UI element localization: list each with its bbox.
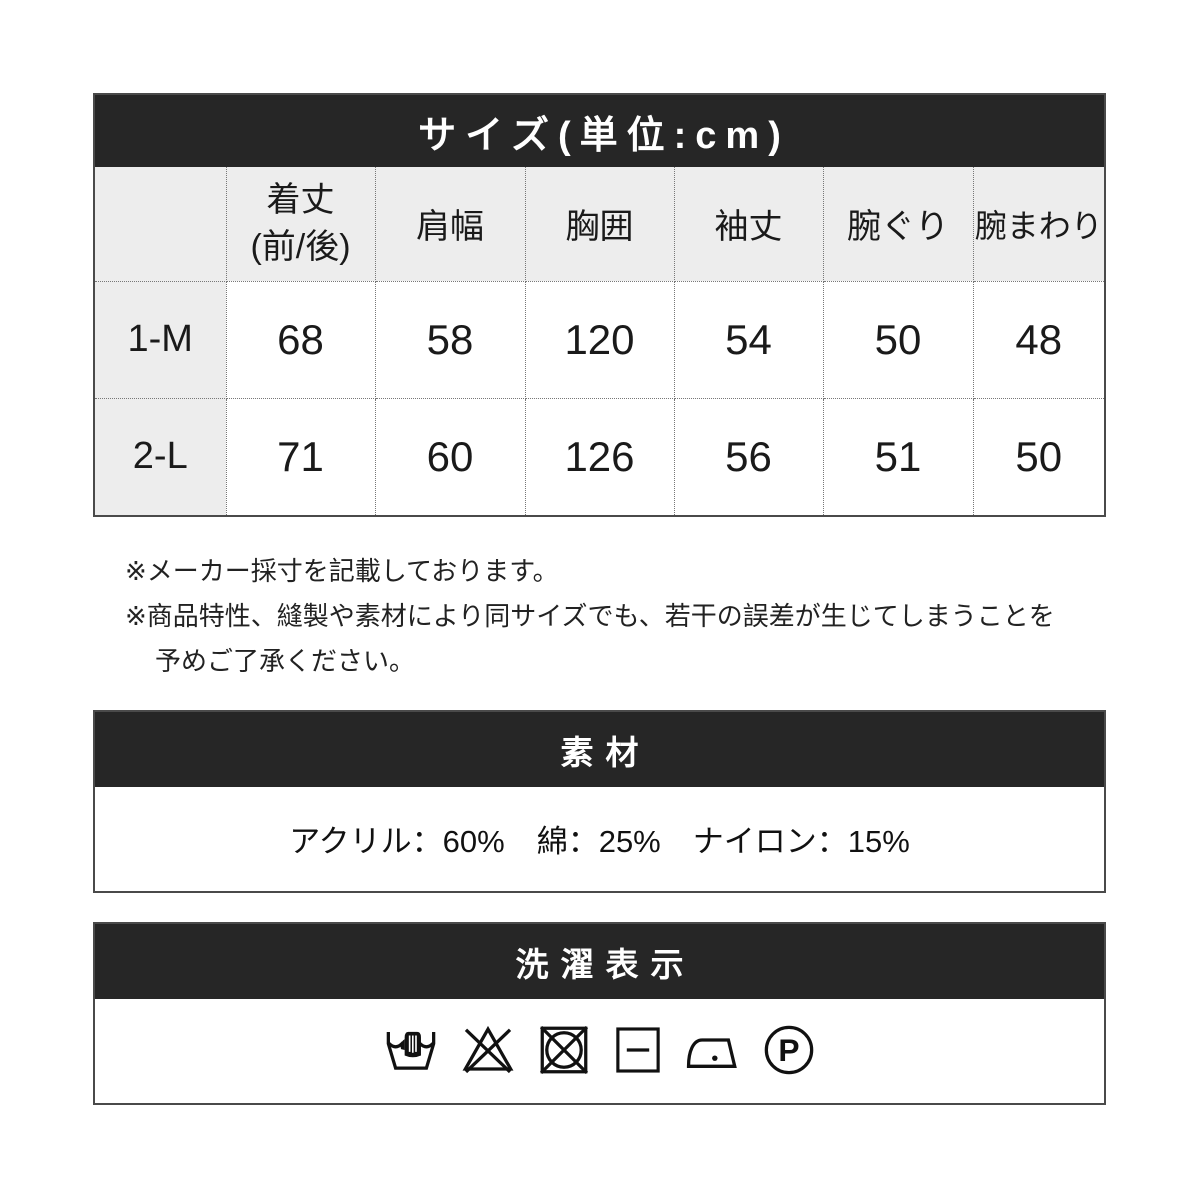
size-label-1m: 1-M: [94, 280, 227, 399]
value-2l-shoulder: 60: [374, 397, 526, 516]
size-label-2l: 2-L: [94, 397, 227, 516]
col-garment-length-line2: (前/後): [250, 227, 351, 266]
material-acrylic: アクリル：60%: [289, 823, 505, 859]
material-section: 素材 アクリル：60% 綿：25% ナイロン：15%: [93, 710, 1106, 893]
size-table-header-row: 着丈 (前/後) 肩幅 胸囲 袖丈 腕ぐり 腕まわり: [94, 166, 1105, 282]
note-tolerance-line1: ※商品特性、縫製や素材により同サイズでも、若干の誤差が生じてしまうことを: [125, 601, 1055, 631]
col-shoulder-width: 肩幅: [374, 166, 526, 282]
value-1m-arm: 48: [972, 280, 1105, 399]
value-2l-sleeve: 56: [673, 397, 824, 516]
note-tolerance-line2: 予めご了承ください。: [155, 646, 416, 676]
material-section-header-band: 素材: [95, 712, 1104, 787]
size-notes: ※メーカー採寸を記載しております。 ※商品特性、縫製や素材により同サイズでも、若…: [125, 549, 1055, 684]
hand-wash-icon: [386, 1031, 436, 1070]
do-not-tumble-dry-icon: [539, 1025, 589, 1075]
note-manufacturer-measurement: ※メーカー採寸を記載しております。: [125, 556, 559, 586]
iron-low-heat-icon: [686, 1038, 737, 1068]
value-2l-length: 71: [225, 397, 376, 516]
material-section-title: 素材: [560, 733, 651, 771]
corner-cell: [94, 166, 227, 282]
value-1m-armhole: 50: [822, 280, 974, 399]
dry-flat-icon: [616, 1027, 660, 1073]
col-armhole: 腕ぐり: [822, 166, 974, 282]
care-section-header-band: 洗濯表示: [95, 924, 1104, 999]
dry-clean-p-letter: P: [778, 1032, 799, 1068]
material-content: アクリル：60% 綿：25% ナイロン：15%: [95, 787, 1104, 889]
value-2l-armhole: 51: [822, 397, 974, 516]
value-1m-chest: 120: [524, 280, 675, 399]
size-section-title: サイズ(単位:cm): [418, 114, 790, 157]
material-cotton: 綿：25%: [536, 823, 661, 859]
col-garment-length: 着丈 (前/後): [225, 166, 376, 282]
do-not-bleach-icon: [462, 1025, 514, 1074]
value-1m-shoulder: 58: [374, 280, 526, 399]
size-table: 着丈 (前/後) 肩幅 胸囲 袖丈 腕ぐり 腕まわり 1-M 68 58 120…: [94, 166, 1105, 516]
dry-clean-p-icon: P: [764, 1025, 814, 1075]
care-symbols-row: P: [95, 999, 1104, 1101]
care-section: 洗濯表示: [93, 922, 1106, 1105]
material-nylon: ナイロン：15%: [692, 823, 910, 859]
size-row-1m: 1-M 68 58 120 54 50 48: [94, 280, 1105, 399]
col-chest: 胸囲: [524, 166, 675, 282]
value-1m-length: 68: [225, 280, 376, 399]
size-row-2l: 2-L 71 60 126 56 51 50: [94, 397, 1105, 516]
col-arm-circumference: 腕まわり: [972, 166, 1105, 282]
size-section-header-band: サイズ(単位:cm): [95, 95, 1104, 167]
value-1m-sleeve: 54: [673, 280, 824, 399]
value-2l-chest: 126: [524, 397, 675, 516]
size-section: サイズ(単位:cm) 着丈 (前/後) 肩幅 胸囲 袖丈 腕ぐり: [93, 93, 1106, 517]
care-section-title: 洗濯表示: [515, 945, 696, 983]
value-2l-arm: 50: [972, 397, 1105, 516]
col-garment-length-line1: 着丈: [266, 180, 335, 219]
col-sleeve-length: 袖丈: [673, 166, 824, 282]
